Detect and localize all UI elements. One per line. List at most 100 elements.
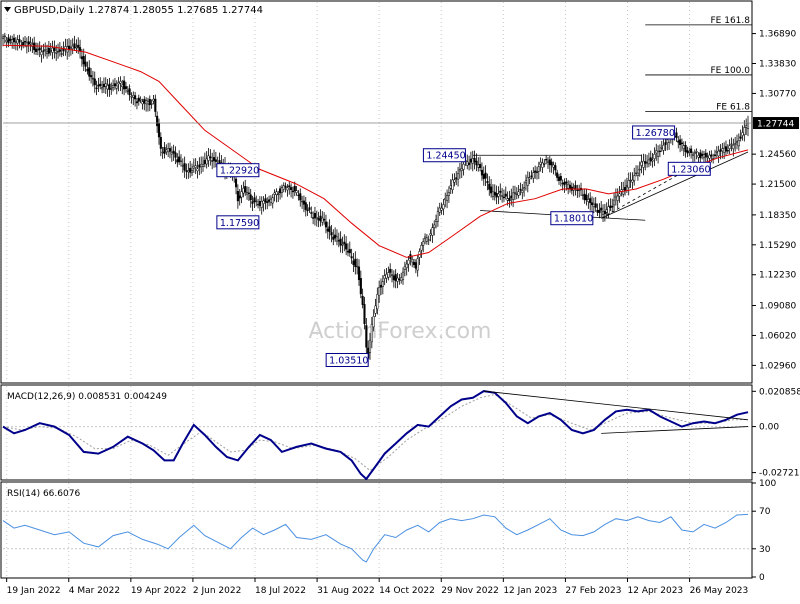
candle xyxy=(739,129,742,142)
candle-body xyxy=(548,159,551,166)
candle xyxy=(691,151,695,163)
candle xyxy=(82,48,85,72)
rsi-lines xyxy=(2,513,749,563)
candle xyxy=(713,149,717,160)
candle-body xyxy=(686,150,689,154)
candle-body xyxy=(185,170,188,172)
candle-body xyxy=(739,136,742,139)
candle-body xyxy=(273,192,276,195)
candle-body xyxy=(247,192,250,195)
candle-body xyxy=(106,85,109,90)
watermark: ActionForex.com xyxy=(309,319,492,344)
candle-body xyxy=(135,101,139,104)
candle-body xyxy=(77,44,80,48)
dropdown-triangle-icon[interactable] xyxy=(4,7,11,12)
candle-body xyxy=(521,190,524,193)
candle-body xyxy=(583,193,586,201)
candle-body xyxy=(286,187,289,191)
candle-body xyxy=(691,154,695,156)
candle xyxy=(359,270,362,299)
candle-body xyxy=(334,234,337,239)
candle-body xyxy=(662,144,665,151)
candle-body xyxy=(442,204,445,210)
candle-body xyxy=(682,145,685,149)
candle-body xyxy=(519,188,522,191)
last-price-tag xyxy=(753,117,799,130)
candle xyxy=(618,185,621,203)
y-tick-label: 1.18350 xyxy=(759,211,796,221)
candle xyxy=(730,137,733,152)
candle-body xyxy=(297,194,300,197)
candle xyxy=(183,156,186,178)
candle xyxy=(209,149,212,166)
candle-body xyxy=(743,127,746,135)
candle xyxy=(178,150,181,165)
candle xyxy=(370,316,373,349)
candle-body xyxy=(104,83,107,87)
rsi-y-tick-label: 70 xyxy=(759,507,771,517)
candle-body xyxy=(55,52,58,54)
last-price-label: 1.27744 xyxy=(757,120,794,130)
candle-body xyxy=(598,209,601,213)
candle-body xyxy=(690,148,693,153)
candle xyxy=(376,287,379,315)
candle-body xyxy=(269,198,272,203)
candle-body xyxy=(379,284,383,288)
level-label-text: 1.17590 xyxy=(220,218,259,229)
candle-body xyxy=(704,152,707,158)
candle-body xyxy=(609,205,612,208)
candle-body xyxy=(504,193,507,197)
candle-body xyxy=(22,42,25,45)
candle-body xyxy=(181,164,184,167)
candle-body xyxy=(69,47,72,50)
candle-body xyxy=(179,160,183,162)
candle xyxy=(603,204,606,222)
candle xyxy=(680,138,683,152)
candle-body xyxy=(150,103,153,105)
candle-body xyxy=(157,123,161,138)
candle-body xyxy=(466,161,469,166)
candle-body xyxy=(473,158,476,163)
candle-body xyxy=(306,209,309,212)
candle-body xyxy=(462,163,465,170)
macd-lines xyxy=(2,390,749,481)
candle-body xyxy=(407,259,410,265)
candle xyxy=(675,127,678,142)
candle xyxy=(212,149,216,168)
candle xyxy=(585,189,588,206)
candle-body xyxy=(156,115,159,127)
candle xyxy=(101,80,104,94)
candle-body xyxy=(627,180,630,188)
candle xyxy=(1,33,5,47)
x-tick-label: 31 Aug 2022 xyxy=(317,586,375,596)
candle xyxy=(255,195,258,207)
candle-body xyxy=(123,80,126,90)
candle-body xyxy=(257,203,260,206)
candle-body xyxy=(601,211,605,215)
candle-body xyxy=(176,159,179,163)
candle xyxy=(365,318,368,355)
candle-body xyxy=(638,168,641,171)
macd-title: MACD(12,26,9) 0.008531 0.004249 xyxy=(7,392,167,402)
candle xyxy=(90,68,93,84)
candle xyxy=(260,196,263,215)
candle-body xyxy=(574,185,577,189)
candle xyxy=(201,156,205,172)
candle xyxy=(277,190,280,202)
macd-y-tick-label: -0.027213 xyxy=(759,469,800,479)
candle-body xyxy=(282,185,285,190)
candle-body xyxy=(68,45,71,50)
macd-main-line xyxy=(2,390,749,481)
fib-level-label: FE 100.0 xyxy=(711,66,751,76)
candle-body xyxy=(112,85,115,88)
candle-body xyxy=(423,236,427,240)
candle-body xyxy=(449,185,452,189)
candle-body xyxy=(90,75,93,78)
candle-body xyxy=(143,99,146,104)
candle-body xyxy=(457,173,460,180)
candle xyxy=(389,263,392,278)
candle-body xyxy=(480,169,483,176)
candle-body xyxy=(616,195,619,201)
x-tick-label: 12 Jan 2023 xyxy=(503,586,557,596)
